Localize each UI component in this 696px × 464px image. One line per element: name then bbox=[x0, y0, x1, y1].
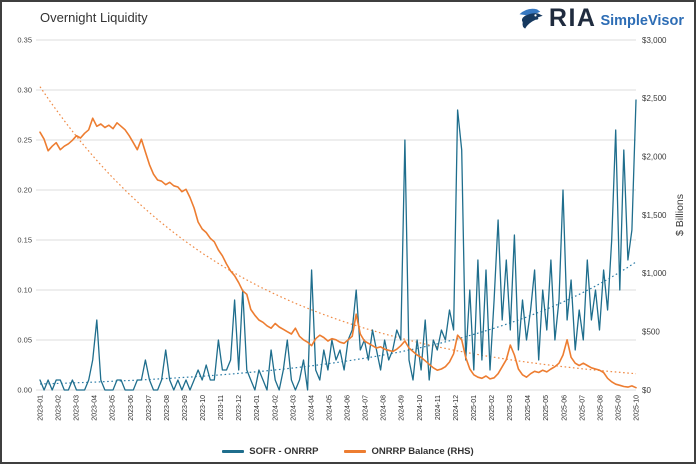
svg-text:2023-09: 2023-09 bbox=[182, 395, 189, 421]
svg-text:2023-10: 2023-10 bbox=[200, 395, 207, 421]
svg-text:2025-01: 2025-01 bbox=[471, 395, 478, 421]
svg-text:$0: $0 bbox=[642, 386, 651, 395]
svg-text:2024-11: 2024-11 bbox=[435, 395, 442, 420]
svg-text:$1,500: $1,500 bbox=[642, 211, 667, 220]
svg-text:2023-04: 2023-04 bbox=[92, 395, 99, 421]
svg-text:2025-10: 2025-10 bbox=[634, 395, 641, 421]
svg-text:0.35: 0.35 bbox=[17, 36, 32, 45]
svg-text:2023-12: 2023-12 bbox=[236, 395, 243, 421]
svg-text:0.15: 0.15 bbox=[17, 236, 32, 245]
svg-text:2024-03: 2024-03 bbox=[290, 395, 297, 421]
svg-text:2024-06: 2024-06 bbox=[345, 395, 352, 421]
chart-legend: SOFR - ONRRP ONRRP Balance (RHS) bbox=[2, 446, 694, 457]
svg-text:2025-02: 2025-02 bbox=[489, 395, 496, 421]
svg-text:0.10: 0.10 bbox=[17, 286, 32, 295]
svg-text:2025-04: 2025-04 bbox=[525, 395, 532, 421]
legend-label: ONRRP Balance (RHS) bbox=[371, 446, 474, 457]
svg-text:2024-07: 2024-07 bbox=[363, 395, 370, 421]
legend-item-sofr-onrrp: SOFR - ONRRP bbox=[222, 446, 318, 457]
svg-text:0.25: 0.25 bbox=[17, 136, 32, 145]
svg-text:$1,000: $1,000 bbox=[642, 269, 667, 278]
brand-product: SimpleVisor bbox=[600, 13, 684, 30]
svg-text:2023-06: 2023-06 bbox=[128, 395, 135, 421]
svg-text:2023-03: 2023-03 bbox=[74, 395, 81, 421]
svg-text:2024-02: 2024-02 bbox=[272, 395, 279, 421]
svg-text:$500: $500 bbox=[642, 327, 660, 336]
svg-text:$2,000: $2,000 bbox=[642, 152, 667, 161]
brand-name: RIA bbox=[548, 4, 597, 32]
svg-text:2023-07: 2023-07 bbox=[146, 395, 153, 421]
svg-text:2023-11: 2023-11 bbox=[218, 395, 225, 420]
svg-text:2024-05: 2024-05 bbox=[326, 395, 333, 421]
sofr-onrrp-line-swatch bbox=[222, 450, 245, 453]
svg-text:2025-05: 2025-05 bbox=[543, 395, 550, 421]
legend-label: SOFR - ONRRP bbox=[249, 446, 319, 457]
svg-text:2024-10: 2024-10 bbox=[417, 395, 424, 421]
svg-text:2024-09: 2024-09 bbox=[399, 395, 406, 421]
onrrp-balance-line-swatch bbox=[344, 450, 367, 453]
svg-text:0.00: 0.00 bbox=[17, 386, 32, 395]
svg-text:0.20: 0.20 bbox=[17, 186, 32, 195]
svg-text:2024-08: 2024-08 bbox=[381, 395, 388, 421]
svg-text:0.30: 0.30 bbox=[17, 86, 32, 95]
page-title: Overnight Liquidity bbox=[40, 10, 148, 25]
svg-text:2023-05: 2023-05 bbox=[110, 395, 117, 421]
svg-text:$2,500: $2,500 bbox=[642, 94, 667, 103]
legend-item-onrrp-balance: ONRRP Balance (RHS) bbox=[344, 446, 474, 457]
svg-text:2025-06: 2025-06 bbox=[561, 395, 568, 421]
svg-text:2024-01: 2024-01 bbox=[254, 395, 261, 421]
eagle-icon bbox=[519, 8, 543, 29]
svg-text:$3,000: $3,000 bbox=[642, 36, 667, 45]
svg-text:2025-08: 2025-08 bbox=[597, 395, 604, 421]
brand-logo: RIA SimpleVisor bbox=[518, 6, 684, 31]
svg-text:2025-07: 2025-07 bbox=[579, 395, 586, 421]
svg-text:2023-02: 2023-02 bbox=[56, 395, 63, 421]
svg-text:2023-01: 2023-01 bbox=[38, 395, 45, 421]
svg-text:2023-08: 2023-08 bbox=[164, 395, 171, 421]
svg-text:2024-04: 2024-04 bbox=[308, 395, 315, 421]
svg-text:2024-12: 2024-12 bbox=[453, 395, 460, 421]
svg-text:0.05: 0.05 bbox=[17, 336, 32, 345]
svg-text:$ Billions: $ Billions bbox=[674, 194, 686, 236]
svg-text:2025-03: 2025-03 bbox=[507, 395, 514, 421]
svg-text:2025-09: 2025-09 bbox=[615, 395, 622, 421]
